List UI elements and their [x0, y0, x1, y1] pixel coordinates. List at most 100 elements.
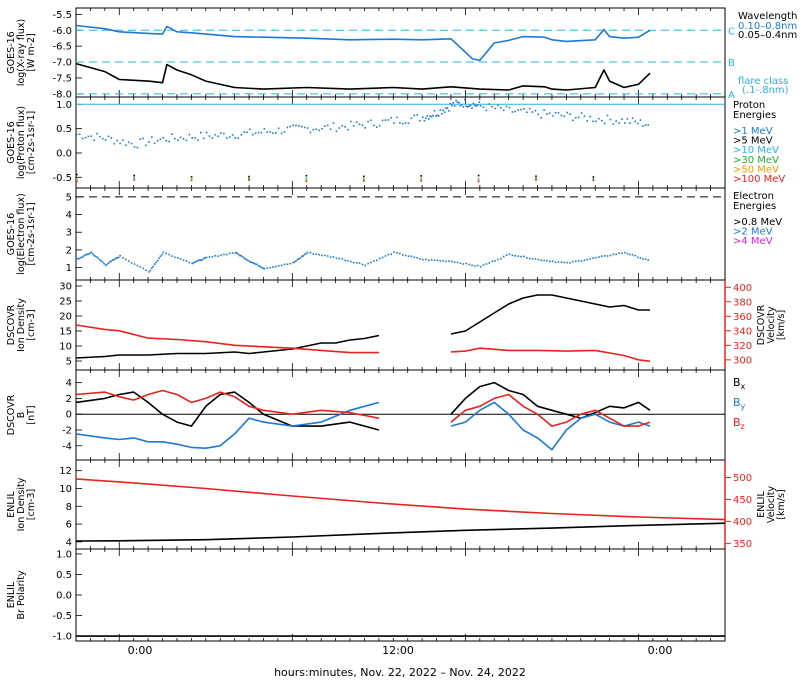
data-point [637, 122, 639, 125]
data-point [427, 118, 430, 120]
data-point [639, 119, 642, 121]
data-point [318, 253, 320, 256]
data-point [580, 112, 583, 114]
data-point [90, 135, 92, 137]
data-point [350, 120, 352, 123]
data-point [76, 173, 78, 176]
data-point [435, 115, 437, 117]
data-point [249, 128, 251, 131]
data-point [476, 264, 479, 267]
data-point [153, 263, 156, 265]
data-point [595, 256, 597, 259]
y-axis-label: [cm-3] [26, 309, 37, 340]
legend-entry: >4 MeV [733, 236, 773, 247]
data-point [202, 257, 205, 260]
data-point [246, 259, 248, 261]
data-point [425, 258, 427, 261]
data-point [384, 119, 387, 121]
data-point [257, 131, 260, 134]
data-point [234, 251, 237, 254]
data-point [237, 137, 240, 139]
data-point [373, 260, 375, 262]
data-point [329, 128, 332, 131]
data-point [609, 118, 612, 121]
data-point [439, 109, 441, 111]
data-point [442, 109, 444, 112]
data-point [438, 115, 440, 117]
data-point [508, 253, 511, 255]
data-point [275, 265, 277, 268]
data-point [624, 251, 626, 254]
data-point [179, 136, 182, 139]
data-point [546, 259, 548, 262]
legend-entry: >30 MeV [733, 155, 779, 166]
data-point [97, 257, 100, 260]
data-point [546, 113, 548, 115]
legend-entry: >2 MeV [733, 227, 773, 238]
data-point [84, 136, 87, 139]
data-point [465, 105, 467, 108]
data-point [540, 259, 542, 262]
data-point [237, 253, 240, 255]
right-y-axis-label: DSCOVR [756, 304, 767, 345]
data-point [592, 120, 594, 123]
data-point [399, 122, 401, 124]
series-line [75, 389, 651, 427]
data-point [262, 267, 264, 269]
data-point [629, 122, 631, 124]
data-point [404, 122, 407, 124]
data-point [194, 137, 196, 139]
data-point [87, 253, 90, 255]
data-point [497, 104, 499, 107]
legend-title: Wavelength [738, 11, 797, 22]
data-point [601, 255, 603, 257]
data-point [266, 131, 268, 133]
x-axis-label: hours:minutes, Nov. 22, 2022 – Nov. 24, … [274, 666, 526, 679]
data-point [81, 256, 84, 258]
data-point [275, 132, 277, 134]
data-point [106, 263, 108, 266]
data-point [396, 116, 398, 119]
data-point [110, 137, 113, 139]
data-point [99, 259, 101, 261]
data-point [462, 106, 465, 108]
data-point [116, 257, 118, 259]
data-point [84, 254, 87, 256]
data-point [231, 134, 234, 136]
right-y-axis-label: ENLIL [756, 491, 767, 518]
data-point [396, 252, 398, 254]
legend-entry: >100 MeV [733, 174, 785, 185]
data-point [572, 260, 574, 263]
data-point [182, 138, 185, 140]
data-point [426, 115, 429, 117]
data-point [592, 257, 594, 259]
time-tick-label: 12:00 [382, 644, 414, 657]
series--1-mev [76, 98, 649, 149]
data-point [259, 265, 261, 268]
data-point [566, 261, 568, 264]
data-point [127, 141, 130, 144]
data-point [122, 139, 124, 141]
data-point [122, 257, 124, 259]
data-point [378, 257, 381, 260]
data-point [103, 263, 105, 265]
data-point [174, 137, 176, 140]
data-point [363, 175, 365, 178]
y-axis-label: Ion Density [16, 298, 27, 352]
y-axis-label: log(Proton flux) [16, 106, 27, 179]
series-line [75, 24, 651, 62]
data-point [445, 260, 447, 263]
data-point [580, 260, 583, 262]
y-tick-label: 10 [59, 484, 72, 495]
right-y-axis-label: [km/s] [776, 489, 787, 519]
data-point [462, 263, 465, 265]
data-point [315, 253, 317, 255]
y-tick-label: 3 [66, 228, 72, 239]
data-point [96, 256, 98, 258]
data-point [145, 269, 147, 271]
data-point [243, 257, 245, 260]
data-point [523, 108, 525, 110]
data-point [549, 260, 551, 263]
data-point [361, 124, 364, 126]
